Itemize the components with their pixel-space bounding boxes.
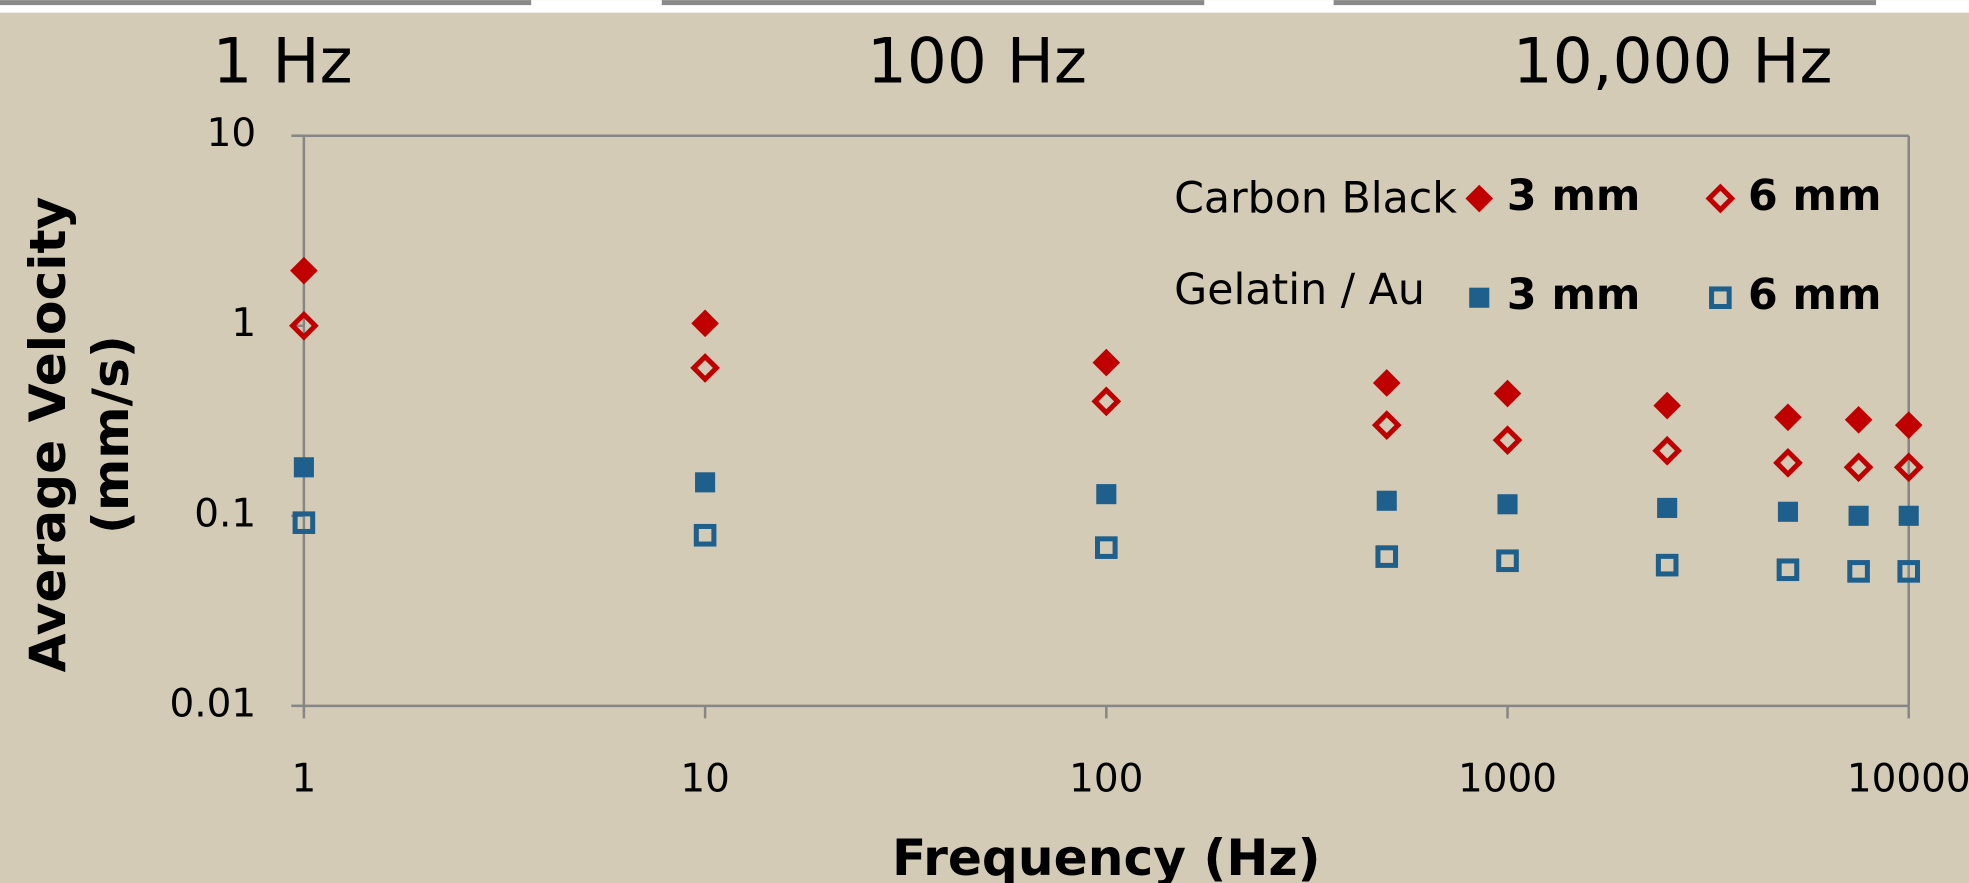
annotation: 1 Hz: [213, 24, 353, 97]
data-point: [695, 472, 715, 492]
page: 1 Hz 100 Hz 10,000 Hz Frequency (Hz) Ave…: [0, 0, 1969, 883]
legend-label: 3 mm: [1507, 171, 1641, 221]
x-tick-label: 1: [292, 757, 317, 802]
x-tick-label: 100: [1069, 757, 1143, 802]
chart: 1 Hz 100 Hz 10,000 Hz Frequency (Hz) Ave…: [0, 0, 1969, 883]
data-point: [1096, 484, 1116, 504]
image-strip: [1334, 0, 1876, 5]
x-tick-label: 1000: [1458, 757, 1557, 802]
legend-label: 6 mm: [1748, 270, 1882, 320]
background: [0, 0, 1969, 883]
y-tick-label: 0.01: [170, 681, 257, 726]
x-axis-label: Frequency (Hz): [892, 828, 1321, 883]
y-axis-label-line: (mm/s): [81, 335, 140, 534]
image-strip: [662, 0, 1204, 5]
data-point: [1899, 506, 1919, 526]
data-point: [1497, 494, 1517, 514]
legend-label: 3 mm: [1507, 270, 1641, 320]
legend-group: Carbon Black: [1174, 174, 1457, 224]
data-point: [294, 457, 314, 477]
y-tick-label: 10: [207, 111, 257, 156]
legend-label: 6 mm: [1748, 171, 1882, 221]
y-axis-label-line: Average Velocity: [18, 197, 77, 673]
x-tick-label: 10: [680, 757, 730, 802]
data-point: [1657, 498, 1677, 518]
legend-group: Gelatin / Au: [1174, 265, 1425, 315]
data-point: [1778, 502, 1798, 522]
y-tick-label: 0.1: [194, 491, 256, 536]
x-tick-label: 10000: [1847, 757, 1969, 802]
data-point: [1377, 491, 1397, 511]
annotation: 10,000 Hz: [1513, 24, 1833, 97]
y-tick-label: 1: [231, 301, 256, 346]
annotation: 100 Hz: [867, 24, 1087, 97]
data-point: [1849, 506, 1869, 526]
legend-marker: [1469, 288, 1489, 308]
image-strip: [0, 0, 531, 5]
